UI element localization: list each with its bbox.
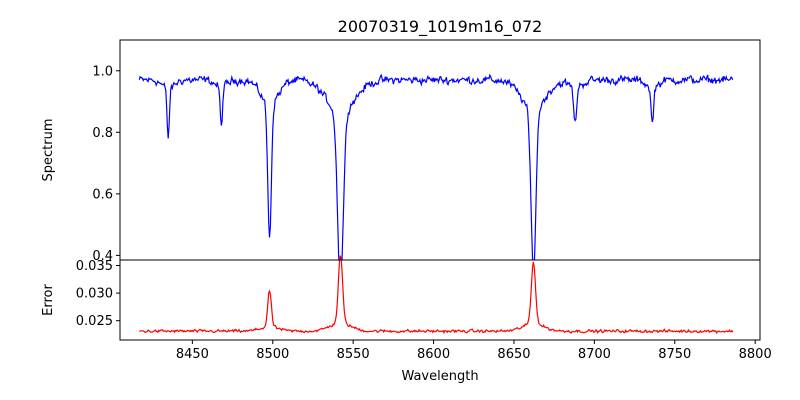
chart-title: 20070319_1019m16_072 <box>338 17 543 37</box>
spectrum-panel: 0.4 0.6 0.8 1.0 Spectrum <box>41 39 761 285</box>
x-tick-label: 8600 <box>417 347 450 362</box>
spectrum-y-tick-label: 0.4 <box>92 249 113 264</box>
x-tick-label: 8700 <box>578 347 611 362</box>
x-tick-label: 8500 <box>256 347 289 362</box>
error-frame <box>119 259 761 341</box>
x-axis-label: Wavelength <box>401 369 478 384</box>
error-x-ticks: 8450 8500 8550 8600 8650 8700 8750 8800 <box>176 340 772 362</box>
error-series-group <box>139 255 734 335</box>
error-y-tick-label: 0.025 <box>76 314 113 329</box>
x-tick-label: 8550 <box>337 347 370 362</box>
x-tick-label: 8800 <box>739 347 772 362</box>
error-panel: 0.025 0.030 0.035 8450 8500 8550 8600 8650 8700… <box>41 255 772 384</box>
spectrum-y-tick-label: 0.8 <box>92 126 113 141</box>
spectrum-y-axis-label: Spectrum <box>41 119 56 182</box>
error-plot-area <box>120 260 760 340</box>
spectrum-series-group <box>138 73 734 285</box>
error-y-axis-label: Error <box>41 284 56 316</box>
error-y-tick-label: 0.030 <box>76 287 113 302</box>
spectrum-y-tick-label: 0.6 <box>92 187 113 202</box>
spectrum-y-ticks: 0.4 0.6 0.8 1.0 <box>92 64 120 264</box>
spectrum-plot-area <box>120 40 760 260</box>
error-y-tick-label: 0.035 <box>76 259 113 274</box>
spectrum-y-tick-label: 1.0 <box>92 64 113 79</box>
error-line <box>139 255 734 335</box>
x-tick-label: 8650 <box>497 347 530 362</box>
spectrum-line <box>138 73 734 285</box>
x-tick-label: 8450 <box>176 347 209 362</box>
error-y-ticks: 0.025 0.030 0.035 <box>76 259 120 329</box>
x-tick-label: 8750 <box>658 347 691 362</box>
